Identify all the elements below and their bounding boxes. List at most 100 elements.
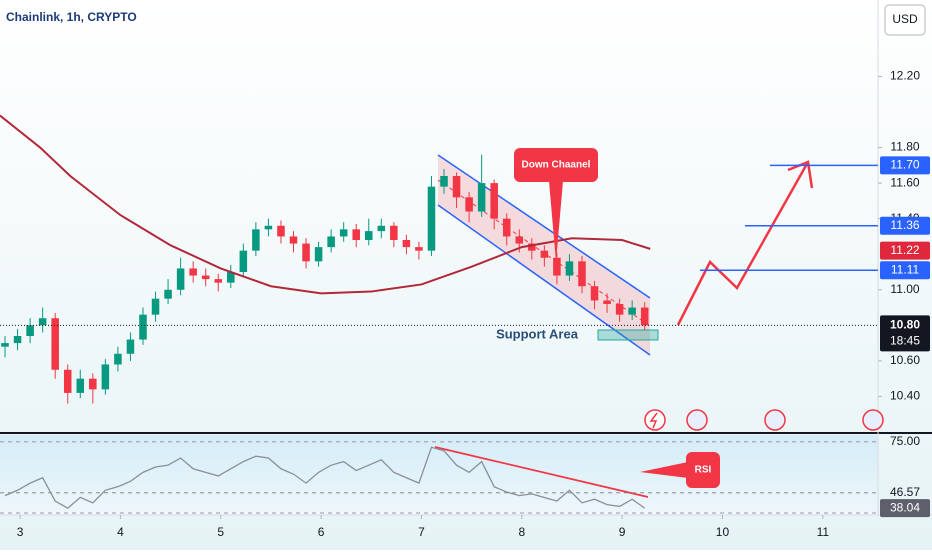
candle-body xyxy=(89,378,97,390)
callout-pointer xyxy=(549,181,563,262)
y-tick-label: 11.00 xyxy=(890,282,919,296)
plot xyxy=(0,114,651,404)
rsi-pointer xyxy=(640,462,688,478)
y-tick-label: 11.80 xyxy=(890,140,919,154)
price-label-box xyxy=(880,156,930,175)
candle-body xyxy=(126,339,135,354)
support-zone xyxy=(597,329,659,341)
candle-body xyxy=(252,229,260,251)
candle-body xyxy=(277,225,285,237)
current-price-label: 10.80 xyxy=(890,318,920,332)
x-tick-label: 11 xyxy=(817,525,830,539)
event-bolt xyxy=(649,412,658,429)
y-tick-label: 10.40 xyxy=(890,389,920,403)
candle-body xyxy=(502,218,511,237)
candle-body xyxy=(553,257,561,276)
candle-body xyxy=(101,364,110,390)
symbol-title: Chainlink, 1h, CRYPTO xyxy=(6,10,137,24)
candle-body xyxy=(51,318,59,370)
candle-body xyxy=(452,176,461,198)
rsi-trendline xyxy=(434,446,649,498)
x-tick-label: 9 xyxy=(619,525,626,539)
currency-button[interactable] xyxy=(884,4,926,36)
candle-body xyxy=(515,236,524,244)
price-label-box xyxy=(880,261,930,280)
currency-label: USD xyxy=(892,12,918,26)
countdown: 18:45 xyxy=(890,334,920,348)
candle-body xyxy=(603,300,611,304)
event-icon[interactable] xyxy=(862,409,884,431)
candle-body xyxy=(465,197,473,212)
event-icon[interactable] xyxy=(644,409,666,431)
rsi-tick-label: 46.57 xyxy=(890,485,920,499)
candle-body xyxy=(176,268,185,290)
candle-body xyxy=(214,279,223,283)
rsi-background xyxy=(0,435,878,515)
candle-body xyxy=(364,231,373,240)
price-label: 11.11 xyxy=(891,262,920,276)
candle-body xyxy=(264,225,273,230)
candle-body xyxy=(440,176,448,187)
candle-body xyxy=(490,183,498,219)
x-tick-label: 4 xyxy=(117,525,124,539)
event-icon[interactable] xyxy=(686,409,708,431)
candle-body xyxy=(139,314,147,340)
candle-body xyxy=(339,229,348,237)
rsi-callout-box xyxy=(686,452,720,488)
candle-body xyxy=(201,275,210,280)
x-tick-label: 10 xyxy=(716,525,730,539)
y-tick-label: 11.60 xyxy=(890,175,919,189)
rsi-callout-text: RSI xyxy=(695,465,712,476)
callout-box xyxy=(514,148,598,182)
x-tick-label: 6 xyxy=(318,525,325,539)
ma-label: 11.22 xyxy=(890,243,919,257)
candle-body xyxy=(114,353,122,365)
candle-body xyxy=(415,247,423,251)
ma-label-box xyxy=(880,241,930,260)
candle-body xyxy=(314,247,323,262)
price-label-box xyxy=(880,216,930,235)
candle-body xyxy=(402,240,411,248)
candle-body xyxy=(377,225,386,232)
y-tick-label: 12.20 xyxy=(890,69,920,83)
x-tick-label: 5 xyxy=(217,525,224,539)
candle-body xyxy=(327,236,335,248)
candle-body xyxy=(427,186,436,251)
candle-body xyxy=(578,261,586,287)
candle-body xyxy=(239,250,248,272)
projection-arrow xyxy=(676,161,810,326)
candle-body xyxy=(590,286,599,301)
support-label: Support Area xyxy=(496,326,579,341)
event-icon[interactable] xyxy=(764,409,786,431)
candle-body xyxy=(390,225,398,240)
candle-body xyxy=(227,272,235,283)
candle-body xyxy=(1,343,9,347)
candle-body xyxy=(640,307,649,326)
candle-body xyxy=(38,318,47,326)
price-label: 11.36 xyxy=(890,218,919,232)
candle-body xyxy=(189,268,197,276)
x-tick-label: 3 xyxy=(17,525,24,539)
candle-body xyxy=(628,307,636,315)
y-tick-label: 10.60 xyxy=(890,353,920,367)
rsi-tick-label: 75.00 xyxy=(890,434,920,448)
candle-body xyxy=(26,325,34,336)
candle-body xyxy=(352,229,360,240)
rsi-current-box xyxy=(880,499,930,518)
candle-body xyxy=(63,369,72,393)
channel-upper xyxy=(437,154,651,299)
candle-body xyxy=(477,183,486,212)
candle-body xyxy=(76,378,85,393)
candle-body xyxy=(164,289,172,299)
arrow-head xyxy=(787,160,814,189)
candle-body xyxy=(289,236,298,244)
candle-body xyxy=(151,298,160,315)
callout-text: Down Chaanel xyxy=(522,160,591,171)
x-tick-label: 7 xyxy=(418,525,425,539)
rsi-line xyxy=(4,446,646,509)
current-price-box xyxy=(880,315,930,352)
rsi-current-label: 38.04 xyxy=(890,500,920,514)
candle-body xyxy=(528,243,536,251)
